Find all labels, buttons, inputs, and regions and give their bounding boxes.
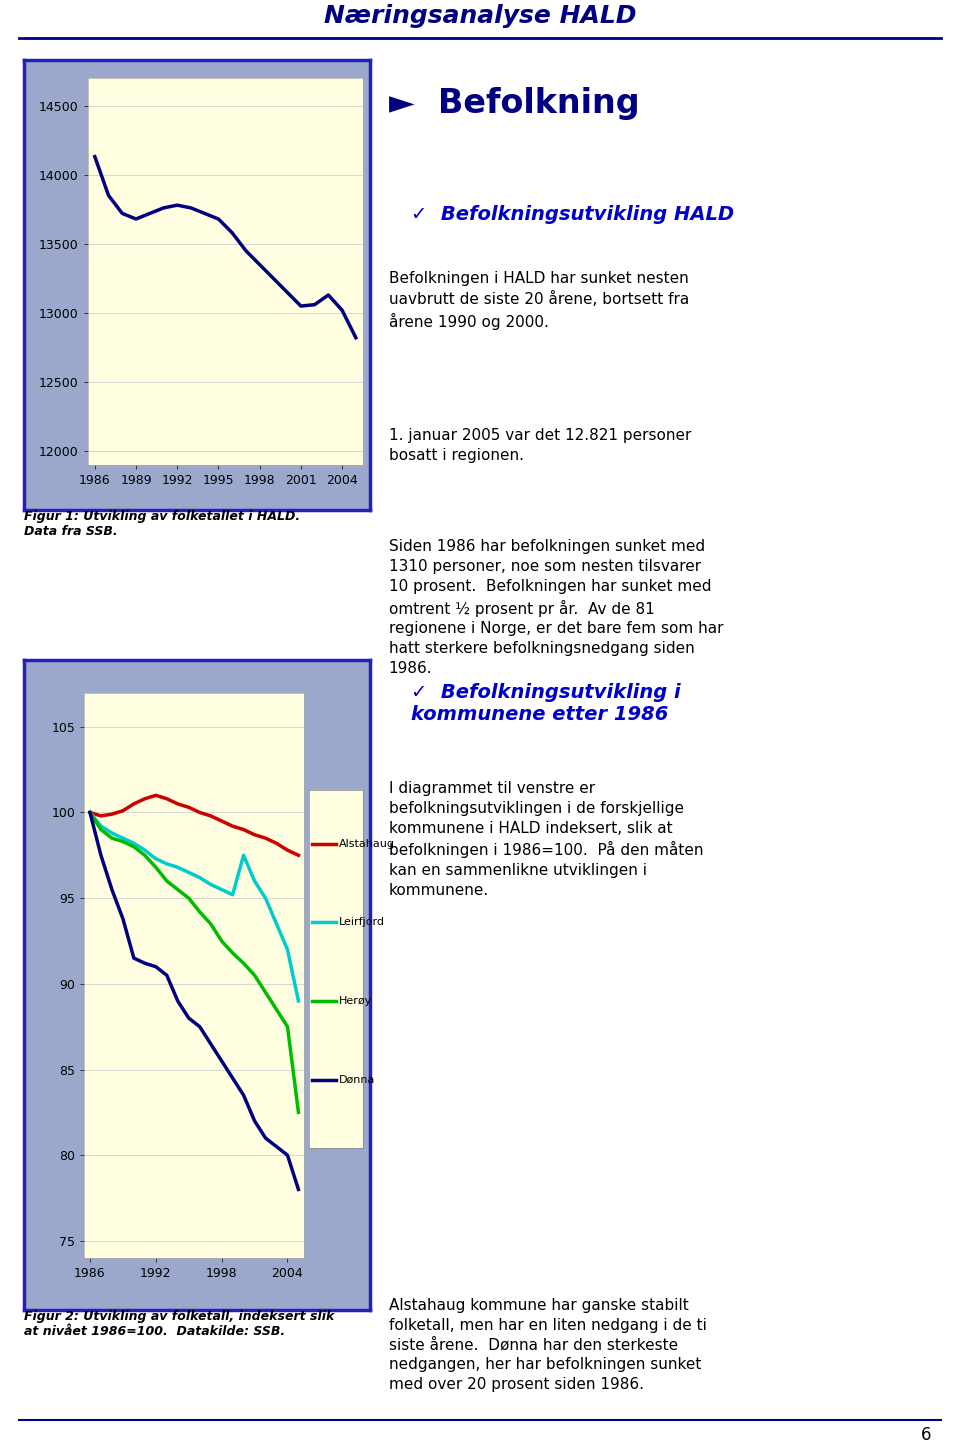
Text: ►  Befolkning: ► Befolkning [389, 87, 639, 120]
Text: Alstahaug kommune har ganske stabilt
folketall, men har en liten nedgang i de ti: Alstahaug kommune har ganske stabilt fol… [389, 1297, 707, 1392]
Text: Herøy: Herøy [339, 996, 372, 1006]
Text: Siden 1986 har befolkningen sunket med
1310 personer, noe som nesten tilsvarer
1: Siden 1986 har befolkningen sunket med 1… [389, 539, 723, 676]
Text: Figur 1: Utvikling av folketallet i HALD.
Data fra SSB.: Figur 1: Utvikling av folketallet i HALD… [24, 510, 300, 539]
Text: 1. januar 2005 var det 12.821 personer
bosatt i regionen.: 1. januar 2005 var det 12.821 personer b… [389, 427, 691, 462]
Text: Figur 2: Utvikling av folketall, indeksert slik
at nivået 1986=100.  Datakilde: : Figur 2: Utvikling av folketall, indekse… [24, 1310, 334, 1338]
Text: I diagrammet til venstre er
befolkningsutviklingen i de forskjellige
kommunene i: I diagrammet til venstre er befolkningsu… [389, 780, 704, 898]
Text: Befolkningen i HALD har sunket nesten
uavbrutt de siste 20 årene, bortsett fra
å: Befolkningen i HALD har sunket nesten ua… [389, 271, 689, 330]
Text: Leirfjord: Leirfjord [339, 917, 385, 927]
Text: Næringsanalyse HALD: Næringsanalyse HALD [324, 4, 636, 28]
Text: Alstahaug: Alstahaug [339, 838, 395, 849]
Text: 6: 6 [921, 1425, 931, 1444]
Text: Dønna: Dønna [339, 1074, 375, 1085]
Text: ✓  Befolkningsutvikling HALD: ✓ Befolkningsutvikling HALD [411, 204, 733, 223]
Text: ✓  Befolkningsutvikling i
kommunene etter 1986: ✓ Befolkningsutvikling i kommunene etter… [411, 683, 681, 724]
